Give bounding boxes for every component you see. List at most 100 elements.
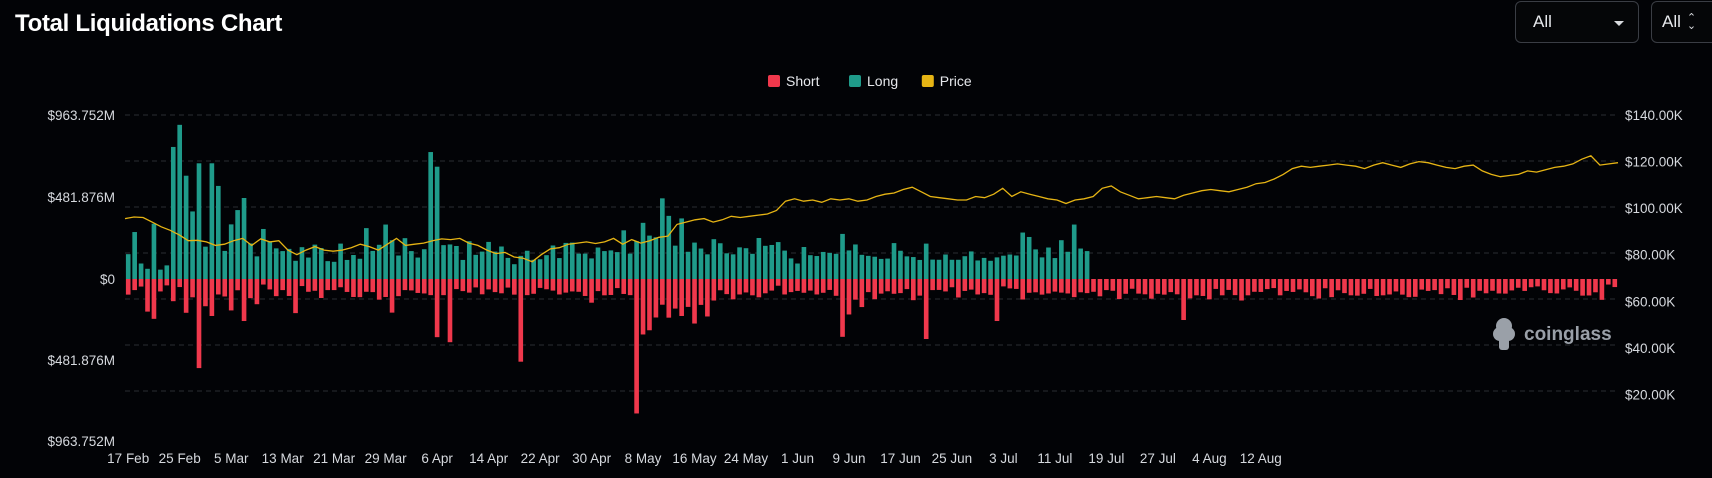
coin-select[interactable]: All ⌃ ⌄: [1651, 1, 1712, 43]
long-bar: [724, 253, 730, 279]
legend-swatch: [849, 75, 861, 87]
chevron-down-icon: [1614, 21, 1624, 26]
short-bar: [351, 279, 356, 297]
long-bar: [891, 243, 897, 279]
short-bar: [627, 279, 633, 296]
x-tick-label: 14 Apr: [469, 451, 509, 466]
short-bar: [1393, 279, 1399, 292]
short-bar: [801, 279, 807, 293]
long-bar: [872, 256, 878, 279]
short-bar: [1361, 279, 1367, 294]
long-bar: [808, 255, 813, 279]
short-bar: [814, 279, 820, 295]
short-bar: [1593, 279, 1598, 293]
long-bar: [750, 253, 755, 279]
long-bar: [705, 254, 710, 279]
short-bar: [1548, 279, 1553, 294]
short-bar: [158, 279, 163, 292]
long-bar: [447, 244, 453, 279]
long-bar: [994, 257, 1000, 279]
long-bar: [190, 211, 195, 279]
short-bar: [1065, 279, 1071, 294]
chart-title: Total Liquidations Chart: [15, 10, 283, 37]
legend-label: Short: [786, 73, 820, 89]
short-bar: [859, 279, 865, 308]
long-bar: [261, 228, 266, 279]
short-bar: [1297, 279, 1302, 290]
short-bar: [621, 279, 627, 294]
short-bar: [1432, 279, 1437, 291]
short-bar: [968, 279, 974, 290]
short-bar: [1522, 279, 1527, 291]
short-bar: [125, 279, 131, 295]
long-bar: [557, 258, 562, 279]
short-bar: [717, 279, 723, 291]
long-bars: [125, 124, 1090, 279]
short-bar: [512, 279, 517, 295]
short-bar: [209, 279, 215, 316]
short-bar: [1477, 279, 1482, 291]
short-bar: [853, 279, 858, 300]
short-bar: [1039, 279, 1045, 295]
short-bar: [434, 279, 440, 338]
short-bar: [447, 279, 453, 343]
short-bar: [486, 279, 491, 290]
short-bar: [370, 279, 376, 293]
long-bar: [550, 245, 556, 279]
short-bar: [1219, 279, 1225, 296]
short-bar: [254, 279, 260, 305]
left-tick-label: $963.752M: [47, 108, 115, 123]
short-bar: [415, 279, 421, 293]
left-tick-label: $481.876M: [47, 353, 115, 368]
long-bar: [621, 230, 627, 279]
short-bar: [1412, 279, 1418, 297]
long-bar: [132, 232, 137, 279]
short-bar: [1116, 279, 1122, 299]
short-bar: [576, 279, 582, 292]
short-bar: [1277, 279, 1283, 296]
short-bar: [685, 279, 691, 307]
legend-swatch: [921, 75, 934, 87]
short-bar: [505, 279, 511, 288]
long-bar: [228, 224, 234, 279]
short-bar: [833, 279, 839, 296]
time-range-select[interactable]: All: [1515, 1, 1639, 43]
short-bar: [344, 279, 350, 292]
long-bar: [338, 243, 343, 279]
long-bar: [505, 257, 511, 279]
long-bar: [653, 237, 659, 279]
long-bar: [885, 258, 890, 279]
legend-label: Long: [867, 73, 898, 89]
long-bar: [936, 259, 942, 279]
short-bar: [1490, 279, 1495, 291]
long-bar: [318, 248, 324, 279]
legend-swatch: [768, 75, 780, 87]
long-bar: [479, 251, 485, 279]
short-bar: [608, 279, 614, 295]
short-bar: [1528, 279, 1534, 288]
short-bar: [737, 279, 742, 295]
short-bar: [544, 279, 549, 290]
short-bar: [1271, 279, 1277, 289]
short-bar: [1213, 279, 1219, 289]
long-bar: [904, 256, 910, 279]
short-bar: [1258, 279, 1264, 292]
short-bar: [1033, 279, 1038, 293]
short-bar: [499, 279, 504, 294]
long-bar: [1039, 257, 1045, 279]
short-bar: [1586, 279, 1592, 296]
short-bar: [1104, 279, 1109, 291]
long-bar: [576, 253, 582, 279]
short-bar: [672, 279, 678, 309]
long-bar: [769, 244, 775, 279]
x-tick-label: 3 Jul: [989, 451, 1018, 466]
short-bar: [1310, 279, 1315, 297]
short-bar: [1239, 279, 1244, 301]
long-bar: [737, 247, 742, 279]
short-bar: [936, 279, 942, 290]
long-bar: [267, 241, 273, 279]
long-bar: [235, 210, 240, 279]
short-bar: [1425, 279, 1431, 291]
left-tick-label: $0: [100, 272, 115, 287]
short-bar: [743, 279, 749, 293]
